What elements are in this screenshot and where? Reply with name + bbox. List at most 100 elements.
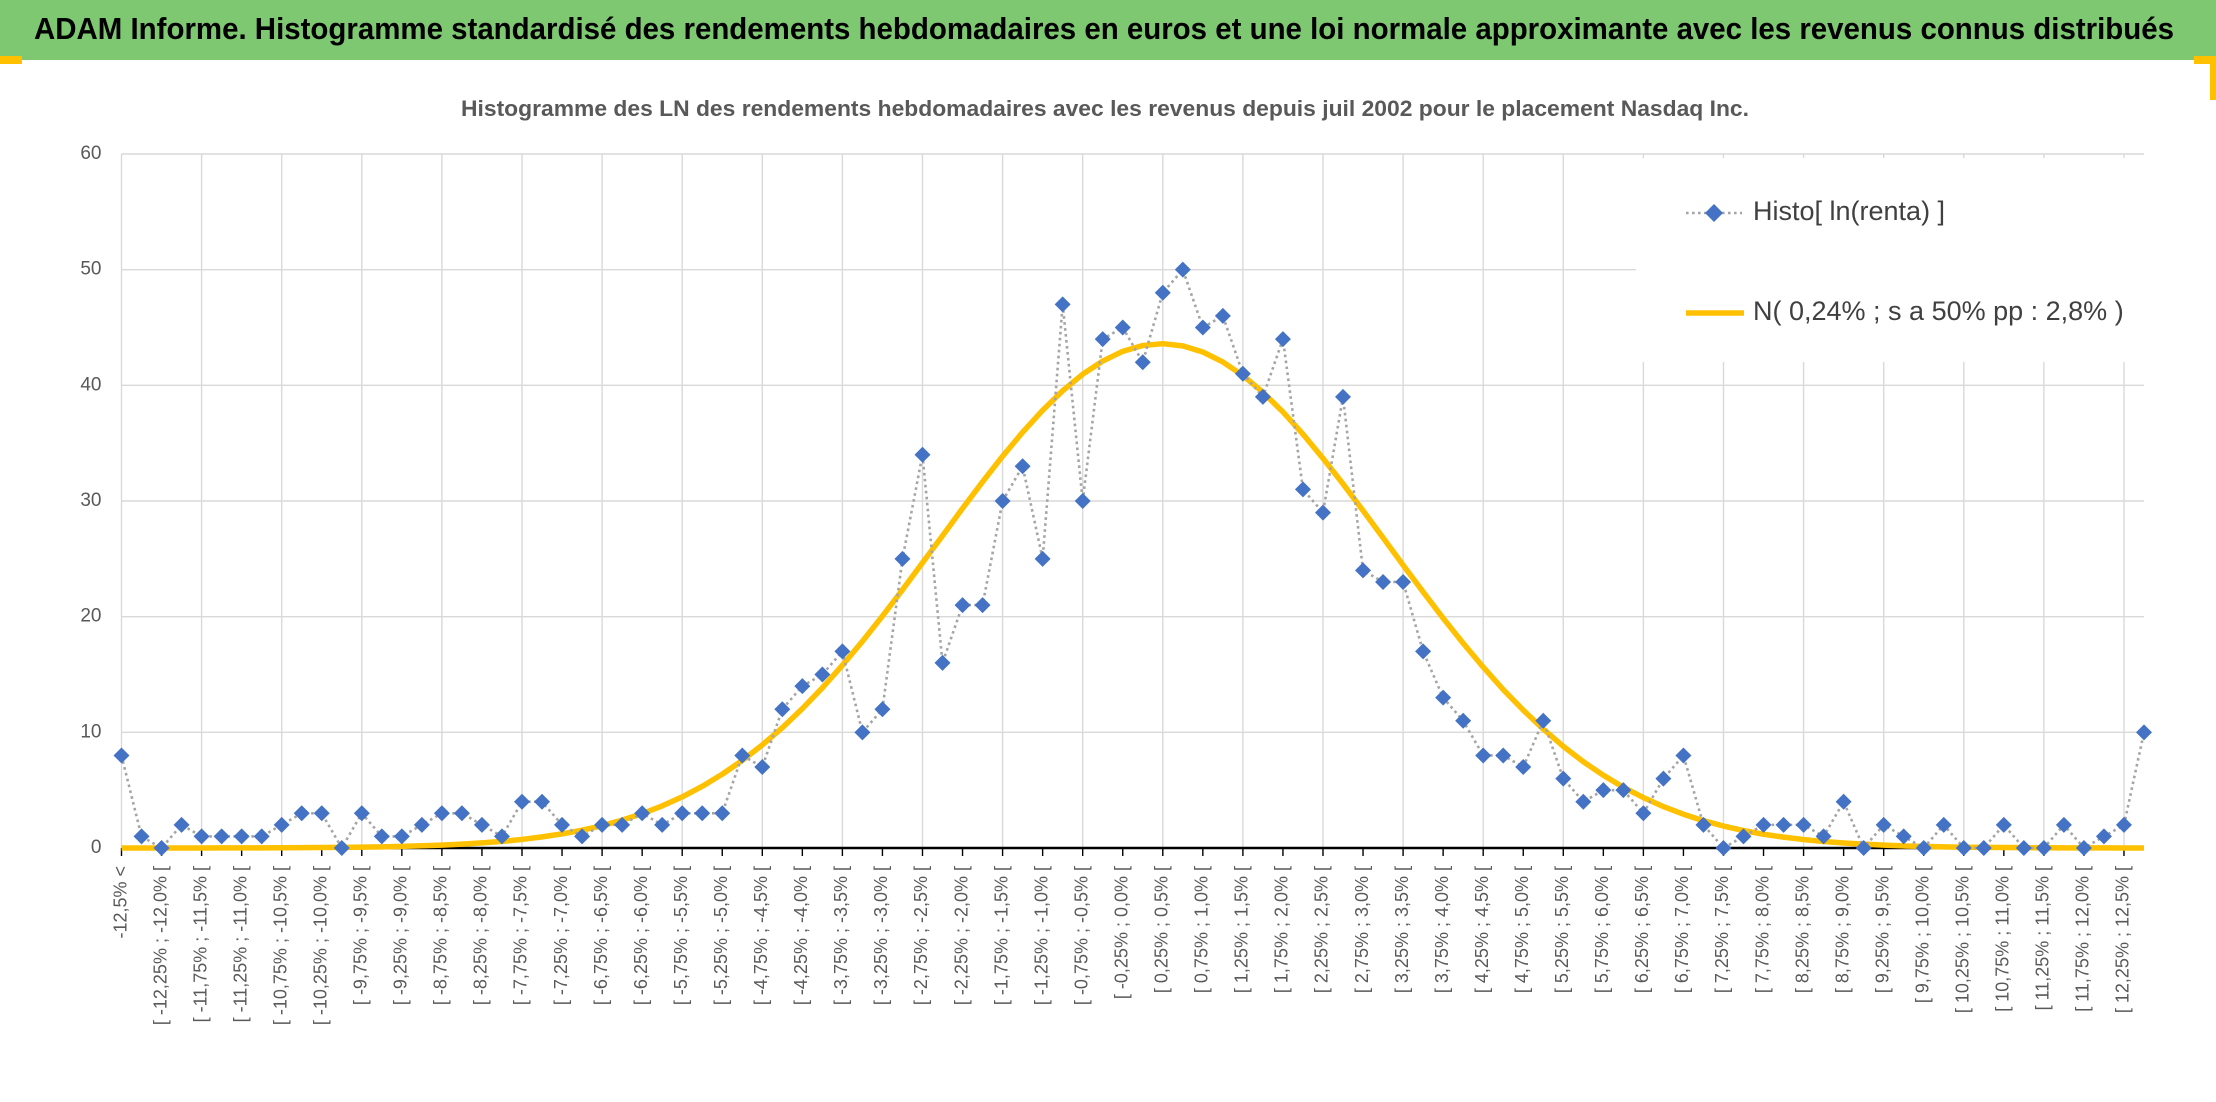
- data-point: [1715, 840, 1732, 856]
- data-point: [293, 805, 310, 822]
- y-tick-label: 50: [80, 259, 101, 280]
- data-point: [654, 816, 671, 833]
- data-point: [1915, 840, 1932, 856]
- x-tick-label: [ 2,75% ; 3,0% [: [1352, 866, 1372, 993]
- data-point: [333, 840, 350, 856]
- data-point: [1435, 689, 1452, 706]
- x-tick-label: [ -12,25% ; -12,0% [: [150, 866, 170, 1025]
- data-point: [1515, 759, 1532, 776]
- x-tick-label: -12,5% <: [110, 866, 130, 939]
- data-point: [1234, 365, 1251, 382]
- x-tick-label: [ 5,75% ; 6,0% [: [1592, 866, 1612, 993]
- x-tick-label: [ 7,75% ; 8,0% [: [1752, 866, 1772, 993]
- data-point: [1355, 562, 1372, 579]
- series-line: [121, 340, 2144, 851]
- x-tick-label: [ -9,75% ; -9,5% [: [351, 866, 371, 1005]
- x-tick-label: [ 11,75% ; 12,0% [: [2073, 866, 2093, 1012]
- data-point: [1735, 828, 1752, 845]
- corner-accent: [0, 56, 22, 64]
- x-tick-label: [ 6,25% ; 6,5% [: [1632, 866, 1652, 993]
- data-point: [1314, 504, 1331, 521]
- x-tick-label: [ -4,25% ; -4,0% [: [791, 866, 811, 1005]
- data-point: [1294, 481, 1311, 498]
- x-tick-label: [ -0,75% ; -0,5% [: [1071, 866, 1091, 1005]
- x-tick-label: [ -10,75% ; -10,5% [: [270, 866, 290, 1025]
- data-point: [1134, 354, 1151, 371]
- data-point: [1975, 840, 1992, 856]
- y-tick-label: 10: [80, 721, 101, 742]
- data-point: [794, 678, 811, 695]
- data-point: [2136, 724, 2152, 741]
- x-tick-label: [ -2,75% ; -2,5% [: [911, 866, 931, 1005]
- data-point: [1094, 331, 1111, 348]
- data-point: [554, 816, 571, 833]
- data-point: [2015, 840, 2032, 856]
- chart-title: Histogramme des LN des rendements hebdom…: [461, 96, 1749, 121]
- data-point: [413, 816, 430, 833]
- data-point: [193, 828, 210, 845]
- y-tick-label: 0: [91, 837, 102, 858]
- data-point: [2055, 816, 2072, 833]
- data-point: [1955, 840, 1972, 856]
- data-point: [313, 805, 330, 822]
- x-tick-label: [ -4,75% ; -4,5% [: [751, 866, 771, 1005]
- data-point: [1335, 388, 1352, 405]
- data-point: [373, 828, 390, 845]
- x-tick-label: [ 10,25% ; 10,5% [: [1953, 866, 1973, 1013]
- data-point: [1014, 458, 1031, 475]
- x-tick-label: [ -3,25% ; -3,0% [: [871, 866, 891, 1005]
- x-tick-label: [ 4,75% ; 5,0% [: [1512, 866, 1532, 993]
- x-tick-label: [ 12,25% ; 12,5% [: [2113, 866, 2133, 1013]
- data-point: [694, 805, 711, 822]
- data-point: [1675, 747, 1692, 764]
- data-point: [1174, 261, 1191, 278]
- data-point: [233, 828, 250, 845]
- x-tick-label: [ -7,25% ; -7,0% [: [551, 866, 571, 1005]
- x-tick-label: [ -5,25% ; -5,0% [: [711, 866, 731, 1005]
- data-point: [1635, 805, 1652, 822]
- data-point: [1194, 319, 1211, 336]
- data-point: [894, 550, 911, 567]
- data-point: [1695, 816, 1712, 833]
- data-point: [1455, 712, 1472, 729]
- x-tick-label: [ 8,75% ; 9,0% [: [1832, 866, 1852, 993]
- x-tick-label: [ -6,75% ; -6,5% [: [591, 866, 611, 1005]
- data-point: [2095, 828, 2112, 845]
- data-point: [2075, 840, 2092, 856]
- y-tick-label: 20: [80, 606, 101, 627]
- data-point: [714, 805, 731, 822]
- data-point: [574, 828, 591, 845]
- data-point: [393, 828, 410, 845]
- data-point: [774, 701, 791, 718]
- data-point: [433, 805, 450, 822]
- legend-box: [1636, 158, 2148, 362]
- data-point: [1475, 747, 1492, 764]
- data-point: [1815, 828, 1832, 845]
- x-tick-label: [ 8,25% ; 8,5% [: [1792, 866, 1812, 993]
- x-tick-label: [ -6,25% ; -6,0% [: [631, 866, 651, 1005]
- data-point: [974, 597, 991, 614]
- data-point: [954, 597, 971, 614]
- x-tick-label: [ 11,25% ; 11,5% [: [2033, 866, 2053, 1010]
- x-tick-label: [ -10,25% ; -10,0% [: [310, 866, 330, 1025]
- data-point: [1855, 840, 1872, 856]
- data-point: [113, 747, 130, 764]
- data-point: [734, 747, 751, 764]
- x-tick-label: [ 9,25% ; 9,5% [: [1872, 866, 1892, 993]
- x-tick-label: [ -5,75% ; -5,5% [: [671, 866, 691, 1005]
- data-point: [754, 759, 771, 776]
- data-point: [1875, 816, 1892, 833]
- data-point: [834, 643, 851, 660]
- x-tick-label: [ 6,75% ; 7,0% [: [1672, 866, 1692, 993]
- page-title: ADAM Informe. Histogramme standardisé de…: [34, 11, 2174, 46]
- data-point: [674, 805, 691, 822]
- data-point: [2035, 840, 2052, 856]
- data-point: [914, 446, 931, 463]
- data-point: [1415, 643, 1432, 660]
- data-point: [1535, 712, 1552, 729]
- legend-label: N( 0,24% ; s a 50% pp : 2,8% ): [1753, 296, 2124, 326]
- x-tick-label: [ 3,25% ; 3,5% [: [1392, 866, 1412, 993]
- y-tick-label: 60: [80, 143, 101, 164]
- x-tick-label: [ -11,25% ; -11,0% [: [230, 866, 250, 1022]
